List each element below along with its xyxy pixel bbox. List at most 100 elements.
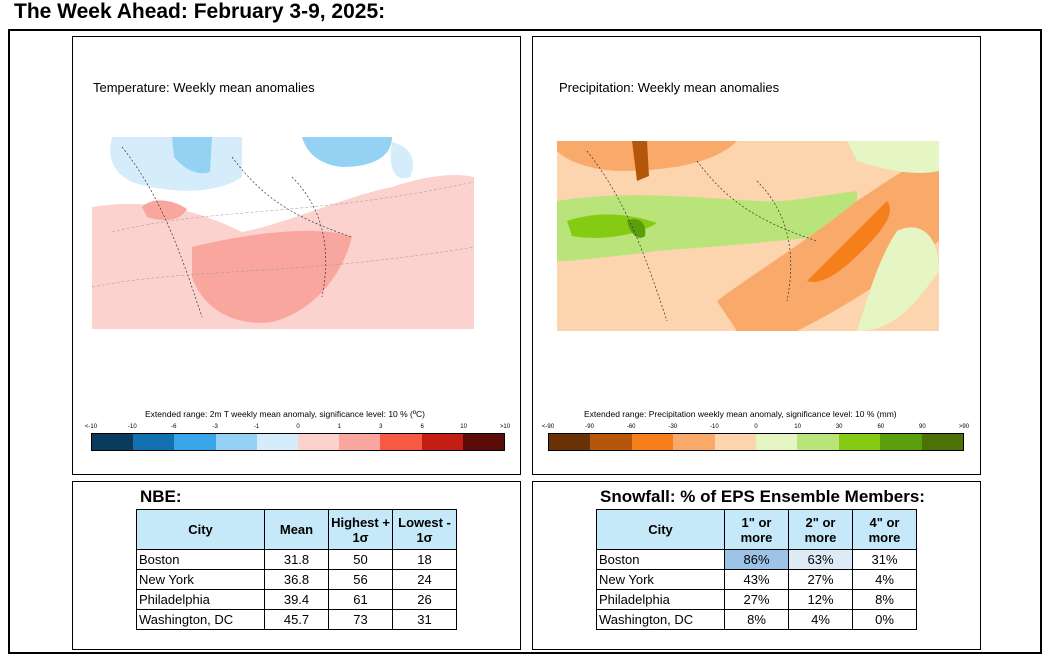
pct-2in-cell: 12% [788,589,853,610]
precipitation-colorbar-tick-label: 60 [877,424,885,430]
table-row: Washington, DC 45.7 73 31 [136,609,457,630]
page-title: The Week Ahead: February 3-9, 2025: [14,0,386,23]
precipitation-colorbar-segment [921,434,964,450]
precipitation-colorbar-segment [838,434,881,450]
nbe-header-city: City [136,509,265,550]
temperature-colorbar-segment [174,434,216,450]
temperature-colorbar-tick-label: <-10 [84,424,98,430]
precipitation-colorbar-segment [756,434,798,450]
pct-2in-cell: 4% [788,609,853,630]
temperature-colorbar-tick-label: -6 [171,424,177,430]
temperature-colorbar-tick-label: -10 [128,424,137,430]
temperature-colorbar [91,433,505,451]
precipitation-colorbar-tick-label: -30 [668,424,678,430]
table-row: New York 36.8 56 24 [136,569,457,590]
precipitation-label: Precipitation: Weekly mean anomalies [559,80,780,95]
pct-4in-cell: 4% [852,569,917,590]
precipitation-colorbar [548,433,964,451]
precipitation-colorbar-segment [673,434,715,450]
temperature-colorbar-tick-label: 10 [460,424,467,430]
precipitation-colorbar-title: Extended range: Precipitation weekly mea… [584,409,897,419]
nbe-title: NBE: [140,487,182,506]
city-cell: Boston [136,549,265,570]
city-cell: New York [136,569,265,590]
pct-1in-cell: 27% [724,589,789,610]
highest-cell: 73 [328,609,393,630]
table-row: Philadelphia 27% 12% 8% [596,589,917,610]
precipitation-colorbar-tick-label: -60 [626,424,636,430]
pct-1in-cell: 43% [724,569,789,590]
mean-cell: 31.8 [264,549,329,570]
temperature-panel: Temperature: Weekly mean anomalies Exten… [72,36,521,475]
precipitation-colorbar-segment [714,434,757,450]
lowest-cell: 26 [392,589,457,610]
pct-1in-cell: 8% [724,609,789,630]
pct-4in-cell: 31% [852,549,917,570]
temperature-anomaly-map [92,137,474,329]
snowfall-header-city: City [596,509,725,550]
precipitation-colorbar-segment [797,434,839,450]
precipitation-colorbar-tick-label: 0 [754,424,758,430]
snowfall-panel: Snowfall: % of EPS Ensemble Members: Cit… [532,481,981,650]
nbe-header-lowest: Lowest -1σ [392,509,457,550]
temperature-colorbar-tick-label: >10 [499,424,511,430]
table-row: Philadelphia 39.4 61 26 [136,589,457,610]
precipitation-colorbar-tick-label: 30 [835,424,843,430]
temperature-colorbar-segment [256,434,299,450]
temperature-label: Temperature: Weekly mean anomalies [93,80,315,95]
temperature-colorbar-tick-label: 3 [379,424,383,430]
city-cell: Washington, DC [596,609,725,630]
city-cell: New York [596,569,725,590]
lowest-cell: 24 [392,569,457,590]
precipitation-colorbar-segment [880,434,922,450]
precipitation-colorbar-ticks: <-90 -90 -60 -30 -10 0 10 30 60 90 >90 [542,424,969,434]
pct-1in-cell: 86% [724,549,789,570]
snowfall-title: Snowfall: % of EPS Ensemble Members: [600,487,925,506]
nbe-panel: NBE: City Mean Highest +1σ Lowest -1σ Bo… [72,481,521,650]
pct-2in-cell: 27% [788,569,853,590]
nbe-header-highest: Highest +1σ [328,509,393,550]
temperature-colorbar-tick-label: 0 [296,424,300,430]
temperature-colorbar-segment [92,434,134,450]
temperature-colorbar-tick-label: -1 [253,424,260,430]
snowfall-header-4in: 4" or more [852,509,917,550]
lowest-cell: 18 [392,549,457,570]
temperature-colorbar-segment [339,434,381,450]
precipitation-colorbar-segment [549,434,591,450]
temperature-colorbar-segment [215,434,257,450]
mean-cell: 36.8 [264,569,329,590]
temperature-colorbar-segment [421,434,463,450]
temperature-colorbar-segment [133,434,175,450]
table-row: New York 43% 27% 4% [596,569,917,590]
pct-4in-cell: 0% [852,609,917,630]
snowfall-header-1in: 1" or more [724,509,789,550]
nbe-header-row: City Mean Highest +1σ Lowest -1σ [136,509,457,550]
mean-cell: 45.7 [264,609,329,630]
precipitation-colorbar-tick-label: -10 [710,424,719,430]
pct-4in-cell: 8% [852,589,917,610]
nbe-table: City Mean Highest +1σ Lowest -1σ Boston … [136,509,457,630]
city-cell: Boston [596,549,725,570]
temperature-colorbar-segment [298,434,340,450]
temperature-colorbar-tick-label: 1 [337,424,342,430]
table-row: Boston 31.8 50 18 [136,549,457,570]
temperature-colorbar-tick-label: 6 [420,424,424,430]
main-frame [8,29,1042,654]
precipitation-colorbar-tick-label: -90 [585,424,594,430]
precipitation-colorbar-tick-label: <-90 [541,424,555,430]
temperature-colorbar-title: Extended range: 2m T weekly mean anomaly… [145,409,425,419]
precipitation-panel: Precipitation: Weekly mean anomalies Ext… [532,36,981,475]
snowfall-table: City 1" or more 2" or more 4" or more Bosto… [596,509,917,630]
precipitation-colorbar-segment [631,434,674,450]
precipitation-anomaly-map [557,141,939,331]
pct-2in-cell: 63% [788,549,853,570]
temperature-colorbar-segment [380,434,422,450]
snowfall-header-row: City 1" or more 2" or more 4" or more [596,509,917,550]
temperature-colorbar-segment [462,434,505,450]
table-row: Boston 86% 63% 31% [596,549,917,570]
lowest-cell: 31 [392,609,457,630]
city-cell: Philadelphia [136,589,265,610]
temperature-colorbar-tick-label: -3 [212,424,218,430]
nbe-header-mean: Mean [264,509,329,550]
precipitation-colorbar-tick-label: 10 [794,424,801,430]
